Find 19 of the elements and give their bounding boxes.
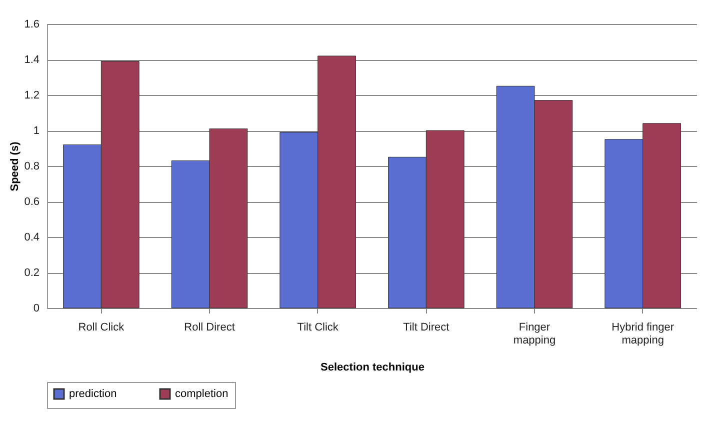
x-tick-label: Finger mapping xyxy=(513,322,556,346)
y-tick-label: 1.2 xyxy=(24,90,40,102)
y-tick-label: 0.4 xyxy=(24,232,40,244)
y-tick-label: 1.6 xyxy=(24,18,40,30)
y-axis-title: Speed (s) xyxy=(9,141,22,192)
y-tick-label: 1.4 xyxy=(24,54,40,66)
legend-label: prediction xyxy=(69,388,117,400)
y-tick-label: 1 xyxy=(33,125,40,137)
x-axis-title: Selection technique xyxy=(320,362,424,374)
y-tick-label: 0.6 xyxy=(24,196,40,208)
x-tick-label: Tilt Click xyxy=(297,322,339,334)
y-tick-label: 0.8 xyxy=(24,160,40,172)
x-tick-label: Tilt Direct xyxy=(403,322,450,334)
y-tick-label: 0 xyxy=(33,302,40,314)
x-tick-label: Hybrid finger mapping xyxy=(612,322,674,346)
x-tick-label: Roll Direct xyxy=(184,322,235,334)
x-tick-label: Roll Click xyxy=(78,322,125,334)
legend-label: completion xyxy=(175,388,228,400)
y-tick-label: 0.2 xyxy=(24,267,40,279)
